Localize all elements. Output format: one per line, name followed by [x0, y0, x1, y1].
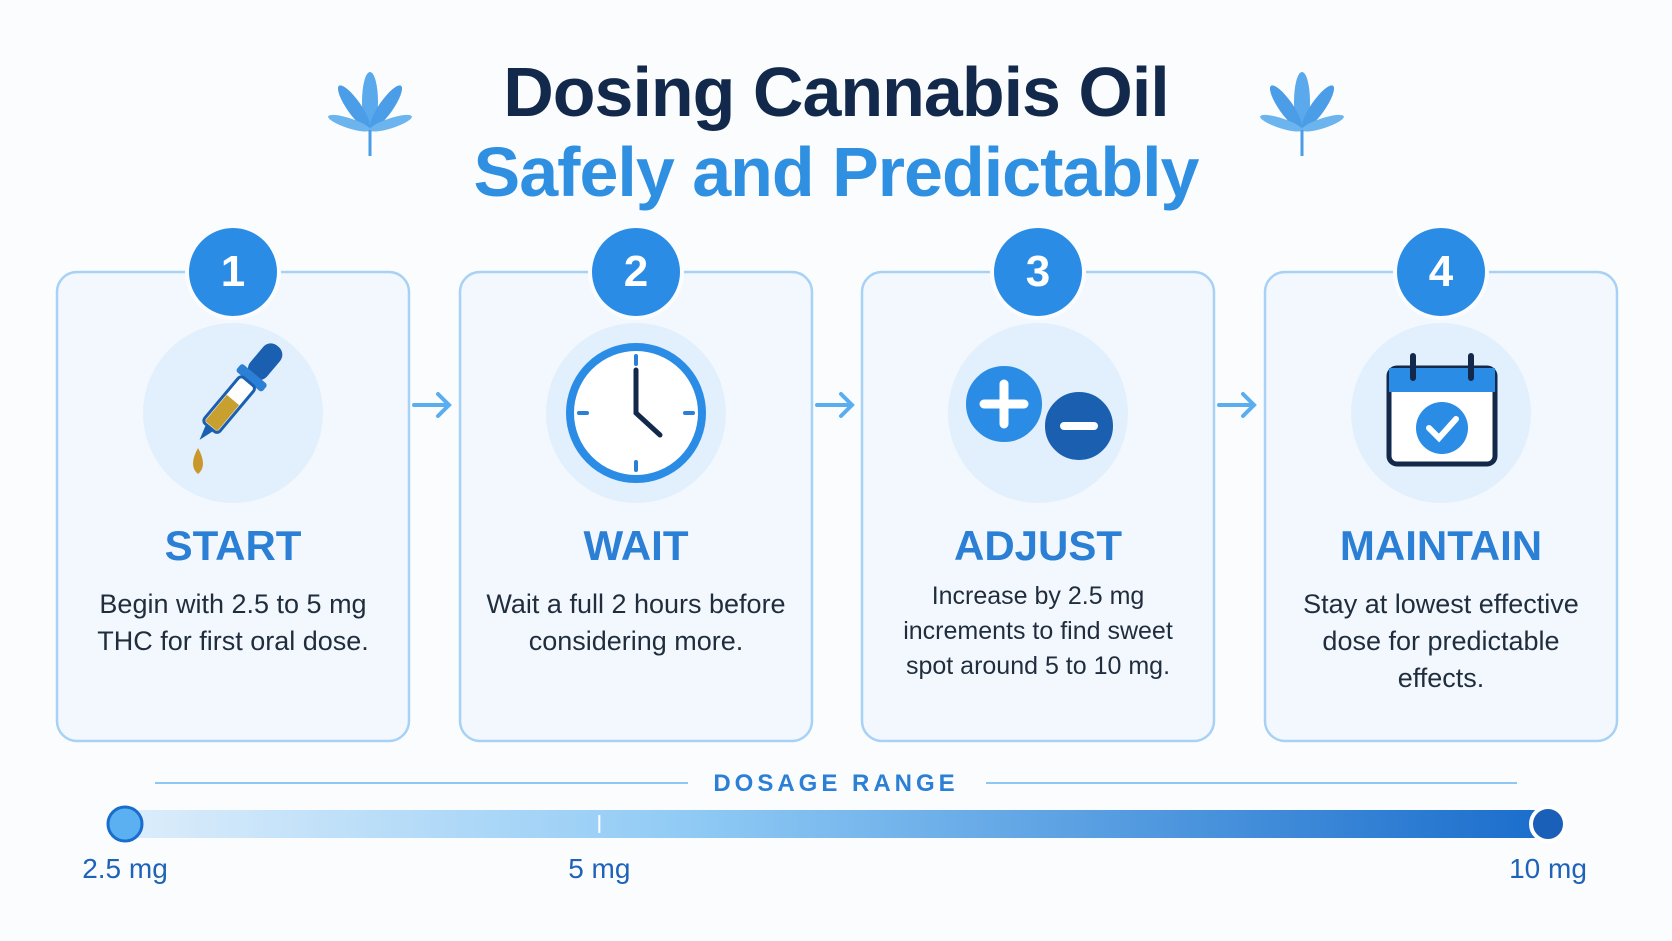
- title: Dosing Cannabis Oil: [503, 53, 1170, 131]
- tick-label: 2.5 mg: [82, 853, 168, 884]
- subtitle: Safely and Predictably: [473, 133, 1200, 211]
- step-text: Stay at lowest effective dose for predic…: [1303, 589, 1579, 693]
- plus-minus-icon: [962, 362, 1117, 464]
- number-badges: [185, 224, 1489, 320]
- dosage-range-label: DOSAGE RANGE: [713, 770, 959, 797]
- dropper-icon: [199, 343, 283, 440]
- range-end: [1529, 805, 1567, 843]
- clock-icon: [566, 343, 706, 483]
- step-title: ADJUST: [953, 522, 1123, 569]
- step-text: Increase by 2.5 mg increments to find sw…: [903, 582, 1173, 680]
- dosage-scale: [106, 805, 1567, 843]
- step-number: 1: [220, 247, 246, 296]
- calendar-icon: [1386, 353, 1498, 467]
- oil-drop: [193, 448, 203, 474]
- step-title: MAINTAIN: [1339, 522, 1543, 569]
- step-title: START: [164, 522, 302, 569]
- step-text: Begin with 2.5 to 5 mg THC for first ora…: [97, 589, 369, 656]
- cards: [55, 270, 1619, 743]
- dosage-bar: [125, 810, 1548, 838]
- step-title: WAIT: [583, 522, 689, 569]
- tick-label: 5 mg: [568, 853, 631, 884]
- step-number: 3: [1025, 247, 1051, 296]
- step-text: Wait a full 2 hours before considering m…: [486, 589, 786, 656]
- tick-label: 10 mg: [1509, 853, 1587, 884]
- step-number: 2: [623, 247, 649, 296]
- range-end: [106, 805, 144, 843]
- arrows: [412, 392, 1257, 418]
- step-number: 4: [1428, 247, 1454, 296]
